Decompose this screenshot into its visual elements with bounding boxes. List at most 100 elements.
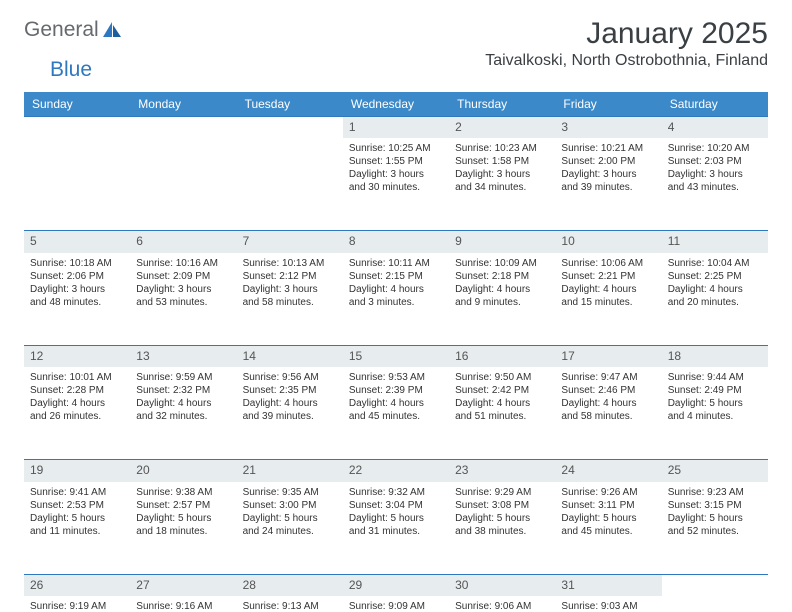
daylight-text: Daylight: 3 hours and 30 minutes. bbox=[349, 168, 443, 194]
sunrise-text: Sunrise: 10:20 AM bbox=[668, 142, 762, 155]
sunrise-text: Sunrise: 10:13 AM bbox=[243, 257, 337, 270]
daylight-text: Daylight: 3 hours and 34 minutes. bbox=[455, 168, 549, 194]
day-content-cell: Sunrise: 9:53 AMSunset: 2:39 PMDaylight:… bbox=[343, 367, 449, 460]
day-number-cell bbox=[662, 574, 768, 596]
sunset-text: Sunset: 2:21 PM bbox=[561, 270, 655, 283]
sunrise-text: Sunrise: 9:23 AM bbox=[668, 486, 762, 499]
daylight-text: Daylight: 4 hours and 20 minutes. bbox=[668, 283, 762, 309]
day-number-cell: 30 bbox=[449, 574, 555, 596]
sunrise-text: Sunrise: 9:53 AM bbox=[349, 371, 443, 384]
day-content-cell: Sunrise: 9:19 AMSunset: 3:19 PMDaylight:… bbox=[24, 596, 130, 612]
day-content-row: Sunrise: 9:41 AMSunset: 2:53 PMDaylight:… bbox=[24, 482, 768, 575]
day-content-cell: Sunrise: 9:44 AMSunset: 2:49 PMDaylight:… bbox=[662, 367, 768, 460]
sunrise-text: Sunrise: 9:56 AM bbox=[243, 371, 337, 384]
day-content-cell: Sunrise: 9:41 AMSunset: 2:53 PMDaylight:… bbox=[24, 482, 130, 575]
day-number: 9 bbox=[455, 234, 462, 248]
daylight-text: Daylight: 5 hours and 52 minutes. bbox=[668, 512, 762, 538]
day-content-row: Sunrise: 10:25 AMSunset: 1:55 PMDaylight… bbox=[24, 138, 768, 231]
sunrise-text: Sunrise: 9:59 AM bbox=[136, 371, 230, 384]
sunset-text: Sunset: 2:53 PM bbox=[30, 499, 124, 512]
day-number-cell: 2 bbox=[449, 116, 555, 138]
sunset-text: Sunset: 3:11 PM bbox=[561, 499, 655, 512]
day-number-cell: 23 bbox=[449, 460, 555, 482]
day-number-cell: 16 bbox=[449, 345, 555, 367]
sunrise-text: Sunrise: 9:38 AM bbox=[136, 486, 230, 499]
daylight-text: Daylight: 4 hours and 3 minutes. bbox=[349, 283, 443, 309]
weekday-header: Thursday bbox=[449, 92, 555, 117]
day-content-cell: Sunrise: 9:32 AMSunset: 3:04 PMDaylight:… bbox=[343, 482, 449, 575]
day-content-cell bbox=[662, 596, 768, 612]
sunrise-text: Sunrise: 9:06 AM bbox=[455, 600, 549, 612]
day-number: 25 bbox=[668, 463, 681, 477]
sunrise-text: Sunrise: 9:03 AM bbox=[561, 600, 655, 612]
day-content-cell: Sunrise: 9:26 AMSunset: 3:11 PMDaylight:… bbox=[555, 482, 661, 575]
sunrise-text: Sunrise: 9:44 AM bbox=[668, 371, 762, 384]
day-number-cell: 20 bbox=[130, 460, 236, 482]
day-number-cell: 14 bbox=[237, 345, 343, 367]
day-number-cell: 13 bbox=[130, 345, 236, 367]
daylight-text: Daylight: 5 hours and 45 minutes. bbox=[561, 512, 655, 538]
sunrise-text: Sunrise: 10:04 AM bbox=[668, 257, 762, 270]
day-content-cell: Sunrise: 9:23 AMSunset: 3:15 PMDaylight:… bbox=[662, 482, 768, 575]
day-number-cell: 5 bbox=[24, 231, 130, 253]
day-number: 12 bbox=[30, 349, 43, 363]
day-number-cell: 25 bbox=[662, 460, 768, 482]
day-content-cell: Sunrise: 9:06 AMSunset: 3:34 PMDaylight:… bbox=[449, 596, 555, 612]
daylight-text: Daylight: 4 hours and 9 minutes. bbox=[455, 283, 549, 309]
day-number-cell: 10 bbox=[555, 231, 661, 253]
day-content-cell: Sunrise: 10:18 AMSunset: 2:06 PMDaylight… bbox=[24, 253, 130, 346]
day-number-cell: 17 bbox=[555, 345, 661, 367]
day-content-row: Sunrise: 9:19 AMSunset: 3:19 PMDaylight:… bbox=[24, 596, 768, 612]
sunrise-text: Sunrise: 10:23 AM bbox=[455, 142, 549, 155]
sunset-text: Sunset: 2:32 PM bbox=[136, 384, 230, 397]
day-content-cell bbox=[24, 138, 130, 231]
day-number-cell: 4 bbox=[662, 116, 768, 138]
day-number: 14 bbox=[243, 349, 256, 363]
sunrise-text: Sunrise: 10:09 AM bbox=[455, 257, 549, 270]
day-content-cell: Sunrise: 9:35 AMSunset: 3:00 PMDaylight:… bbox=[237, 482, 343, 575]
sunrise-text: Sunrise: 9:13 AM bbox=[243, 600, 337, 612]
day-content-cell: Sunrise: 10:20 AMSunset: 2:03 PMDaylight… bbox=[662, 138, 768, 231]
day-number-cell: 7 bbox=[237, 231, 343, 253]
daylight-text: Daylight: 4 hours and 51 minutes. bbox=[455, 397, 549, 423]
day-number: 17 bbox=[561, 349, 574, 363]
day-number-cell bbox=[237, 116, 343, 138]
sunrise-text: Sunrise: 9:50 AM bbox=[455, 371, 549, 384]
weekday-header: Wednesday bbox=[343, 92, 449, 117]
day-content-cell: Sunrise: 9:09 AMSunset: 3:30 PMDaylight:… bbox=[343, 596, 449, 612]
day-number: 30 bbox=[455, 578, 468, 592]
daylight-text: Daylight: 5 hours and 31 minutes. bbox=[349, 512, 443, 538]
weekday-header: Saturday bbox=[662, 92, 768, 117]
daylight-text: Daylight: 4 hours and 39 minutes. bbox=[243, 397, 337, 423]
day-number: 8 bbox=[349, 234, 356, 248]
day-content-cell: Sunrise: 10:21 AMSunset: 2:00 PMDaylight… bbox=[555, 138, 661, 231]
day-number-row: 12131415161718 bbox=[24, 345, 768, 367]
brand-name-1: General bbox=[24, 18, 99, 42]
sunset-text: Sunset: 2:06 PM bbox=[30, 270, 124, 283]
day-content-cell: Sunrise: 10:11 AMSunset: 2:15 PMDaylight… bbox=[343, 253, 449, 346]
day-number-row: 1234 bbox=[24, 116, 768, 138]
sunset-text: Sunset: 2:25 PM bbox=[668, 270, 762, 283]
day-number: 3 bbox=[561, 120, 568, 134]
day-content-row: Sunrise: 10:01 AMSunset: 2:28 PMDaylight… bbox=[24, 367, 768, 460]
day-number-cell: 31 bbox=[555, 574, 661, 596]
daylight-text: Daylight: 3 hours and 53 minutes. bbox=[136, 283, 230, 309]
day-number-cell: 15 bbox=[343, 345, 449, 367]
sunset-text: Sunset: 2:00 PM bbox=[561, 155, 655, 168]
day-content-cell bbox=[130, 138, 236, 231]
brand-name-2: Blue bbox=[50, 58, 92, 81]
sunrise-text: Sunrise: 10:01 AM bbox=[30, 371, 124, 384]
day-number: 7 bbox=[243, 234, 250, 248]
sunrise-text: Sunrise: 9:09 AM bbox=[349, 600, 443, 612]
day-number-cell: 6 bbox=[130, 231, 236, 253]
day-number-cell: 9 bbox=[449, 231, 555, 253]
daylight-text: Daylight: 3 hours and 39 minutes. bbox=[561, 168, 655, 194]
day-number: 2 bbox=[455, 120, 462, 134]
day-number-cell bbox=[24, 116, 130, 138]
day-number-row: 567891011 bbox=[24, 231, 768, 253]
daylight-text: Daylight: 5 hours and 38 minutes. bbox=[455, 512, 549, 538]
day-number-cell: 24 bbox=[555, 460, 661, 482]
day-content-cell: Sunrise: 10:25 AMSunset: 1:55 PMDaylight… bbox=[343, 138, 449, 231]
day-content-cell: Sunrise: 10:13 AMSunset: 2:12 PMDaylight… bbox=[237, 253, 343, 346]
day-number-row: 19202122232425 bbox=[24, 460, 768, 482]
